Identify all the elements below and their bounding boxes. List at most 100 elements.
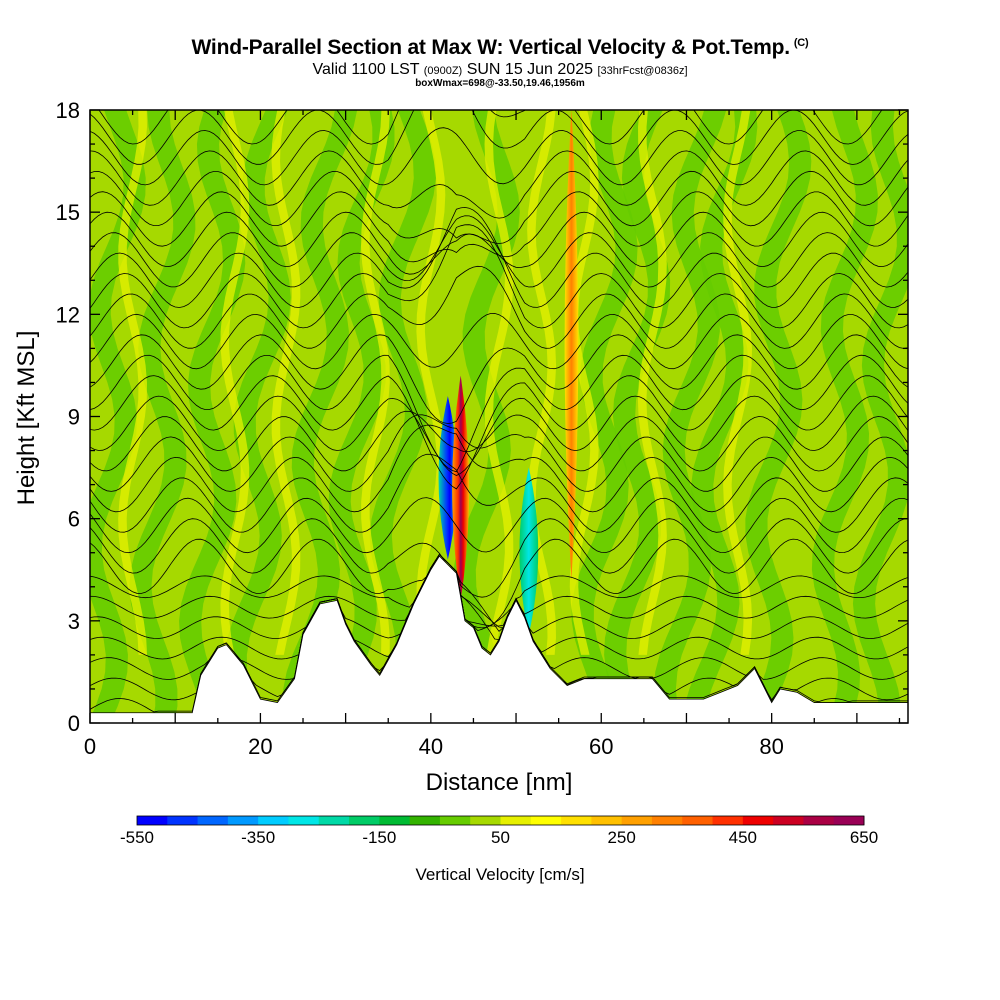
colorbar-swatch <box>137 816 168 825</box>
copyright-mark: (C) <box>793 37 809 49</box>
axis-ticks <box>89 109 908 724</box>
chart-title: Wind-Parallel Section at Max W: Vertical… <box>191 36 809 59</box>
y-tick-label: 9 <box>68 405 80 430</box>
valid-date: SUN 15 Jun 2025 <box>466 61 593 78</box>
colorbar-swatch <box>621 816 653 825</box>
downdraft-core <box>519 467 539 635</box>
colorbar-swatch <box>803 816 835 825</box>
x-tick-label: 0 <box>84 734 96 759</box>
isentrope-line <box>90 150 908 219</box>
velocity-band <box>282 110 358 723</box>
isentrope-line <box>90 354 908 473</box>
colorbar-label: 650 <box>850 828 878 847</box>
colorbar-label: -350 <box>241 828 275 847</box>
isentrope-line <box>90 453 908 533</box>
y-tick-label: 3 <box>68 609 80 634</box>
potential-temperature-contours <box>90 110 908 713</box>
velocity-band <box>220 110 250 655</box>
isentrope-line <box>90 191 908 263</box>
isentrope-line <box>90 553 908 639</box>
y-tick-label: 18 <box>56 98 80 123</box>
velocity-band <box>224 110 291 723</box>
isentrope-line <box>90 224 908 329</box>
velocity-band <box>723 110 753 655</box>
colorbar-labels: -550 -350 -150 50 250 450 650 <box>120 828 878 847</box>
box-info: boxWmax=698@-33.50,19.46,1956m <box>415 78 585 89</box>
y-tick-label: 6 <box>68 507 80 532</box>
colorbar-swatch <box>651 816 683 825</box>
colorbar-swatch <box>318 816 350 825</box>
isentrope-line <box>90 414 908 492</box>
y-tick-label: 15 <box>56 200 80 225</box>
colorbar <box>136 815 865 826</box>
x-tick-label: 80 <box>759 734 783 759</box>
velocity-band <box>604 110 671 723</box>
colorbar-swatch <box>591 816 623 825</box>
valid-prefix: Valid 1100 LST <box>312 61 420 78</box>
isentrope-line <box>90 334 908 424</box>
velocity-cores <box>438 110 579 635</box>
velocity-band <box>484 110 514 655</box>
velocity-band <box>682 110 758 723</box>
colorbar-swatch <box>349 816 380 825</box>
isentrope-line <box>90 265 908 349</box>
isentrope-line <box>90 410 908 472</box>
y-tick-label: 0 <box>68 711 80 736</box>
colorbar-swatch <box>409 816 441 825</box>
colorbar-swatch <box>470 816 501 825</box>
isentrope-line <box>90 497 908 554</box>
colorbar-swatch <box>439 816 471 825</box>
velocity-band <box>90 110 146 723</box>
colorbar-swatch <box>288 816 320 825</box>
updraft-core <box>452 375 470 601</box>
colorbar-swatch <box>561 816 592 825</box>
velocity-band <box>569 110 599 655</box>
colorbar-label: 250 <box>607 828 635 847</box>
isentrope-line <box>90 395 908 476</box>
colorbar-swatch <box>773 816 804 825</box>
x-axis-label: Distance [nm] <box>426 769 573 796</box>
isentrope-line <box>90 518 908 598</box>
velocity-band <box>416 110 446 655</box>
colorbar-swatch <box>712 816 744 825</box>
velocity-band <box>118 110 148 655</box>
isentrope-line <box>90 553 908 632</box>
isentrope-line <box>90 424 908 513</box>
isentrope-line <box>90 215 908 288</box>
x-tick-label: 20 <box>248 734 272 759</box>
isentrope-line <box>90 110 908 165</box>
isentrope-line <box>90 553 908 627</box>
velocity-band <box>179 110 246 723</box>
x-tick-label: 40 <box>419 734 443 759</box>
isentrope-line <box>90 206 908 308</box>
isentrope-line <box>90 553 908 660</box>
x-tick-labels: 0 20 40 60 80 <box>84 734 784 759</box>
colorbar-swatch <box>833 816 865 825</box>
colorbar-swatch <box>258 816 289 825</box>
colorbar-label: 50 <box>491 828 510 847</box>
colorbar-swatch <box>500 816 532 825</box>
velocity-band <box>271 110 301 655</box>
y-axis-label: Height [Kft MSL] <box>13 331 40 506</box>
colorbar-label: 450 <box>729 828 757 847</box>
velocity-band <box>653 110 727 723</box>
forecast-info: [33hrFcst@0836z] <box>597 65 688 77</box>
isentrope-line <box>90 170 908 244</box>
colorbar-label: -550 <box>120 828 154 847</box>
isentrope-line <box>98 110 883 145</box>
velocity-field <box>90 110 908 723</box>
colorbar-swatch <box>379 816 411 825</box>
colorbar-swatch <box>682 816 714 825</box>
velocity-band <box>369 110 436 723</box>
velocity-band <box>360 110 390 655</box>
colorbar-title: Vertical Velocity [cm/s] <box>415 865 584 884</box>
y-tick-labels: 0 3 6 9 12 15 18 <box>56 98 80 736</box>
y-tick-label: 12 <box>56 302 80 327</box>
colorbar-swatch <box>197 816 229 825</box>
colorbar-label: -150 <box>362 828 396 847</box>
colorbar-frame <box>136 815 865 826</box>
updraft-core <box>564 110 579 580</box>
terrain <box>90 555 908 723</box>
colorbar-swatch <box>530 816 562 825</box>
